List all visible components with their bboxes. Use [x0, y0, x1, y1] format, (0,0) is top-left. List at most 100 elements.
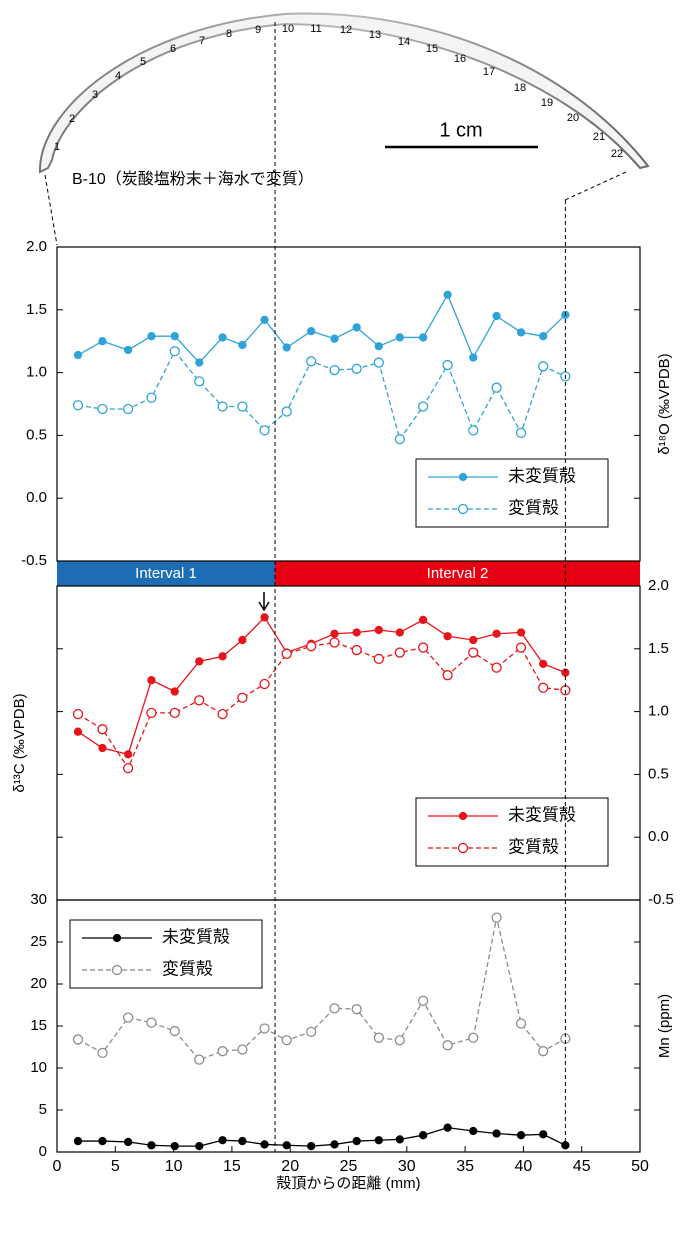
- data-point: [239, 1138, 246, 1145]
- data-point: [307, 1027, 316, 1036]
- data-point: [353, 324, 360, 331]
- data-point: [470, 354, 477, 361]
- data-point: [396, 1136, 403, 1143]
- series-line: [78, 643, 565, 769]
- shell-number: 17: [483, 66, 495, 78]
- data-point: [124, 405, 133, 414]
- data-point: [261, 614, 268, 621]
- data-point: [492, 383, 501, 392]
- data-point: [218, 402, 227, 411]
- y-tick-label: 0.0: [26, 489, 47, 506]
- data-point: [239, 637, 246, 644]
- data-point: [73, 710, 82, 719]
- y-axis-label: Mn (ppm): [656, 994, 673, 1058]
- shell-caption: B-10（炭酸塩粉末＋海水で変質）: [72, 170, 314, 188]
- data-point: [469, 426, 478, 435]
- y-tick-label: -0.5: [21, 552, 47, 569]
- data-point: [353, 629, 360, 636]
- x-axis-label: 殻頂からの距離 (mm): [276, 1174, 420, 1192]
- x-tick-label: 30: [398, 1158, 416, 1175]
- data-point: [148, 677, 155, 684]
- data-point: [219, 1137, 226, 1144]
- x-tick-label: 5: [111, 1158, 120, 1175]
- data-point: [419, 643, 428, 652]
- shell-number: 9: [255, 24, 261, 36]
- data-point: [331, 335, 338, 342]
- legend-marker: [114, 935, 121, 942]
- legend-marker: [460, 474, 467, 481]
- y-tick-label: -0.5: [648, 891, 674, 908]
- data-point: [517, 643, 526, 652]
- data-point: [239, 341, 246, 348]
- data-point: [352, 1005, 361, 1014]
- data-point: [99, 745, 106, 752]
- data-point: [352, 646, 361, 655]
- data-point: [99, 1138, 106, 1145]
- data-point: [98, 1048, 107, 1057]
- x-tick-label: 10: [165, 1158, 183, 1175]
- data-point: [218, 710, 227, 719]
- data-point: [539, 1047, 548, 1056]
- data-point: [493, 313, 500, 320]
- data-point: [395, 435, 404, 444]
- x-tick-label: 0: [53, 1158, 62, 1175]
- data-point: [261, 1141, 268, 1148]
- x-tick-label: 40: [515, 1158, 533, 1175]
- shell-number: 2: [69, 113, 75, 125]
- data-point: [125, 1138, 132, 1145]
- data-point: [98, 725, 107, 734]
- data-point: [518, 329, 525, 336]
- y-tick-label: 25: [30, 933, 47, 950]
- x-tick-label: 50: [631, 1158, 649, 1175]
- data-point: [470, 637, 477, 644]
- data-point: [282, 1036, 291, 1045]
- shell-number: 6: [170, 43, 176, 55]
- y-tick-label: 20: [30, 975, 47, 992]
- y-tick-label: 0.0: [648, 828, 669, 845]
- series-line: [78, 617, 565, 754]
- data-point: [282, 649, 291, 658]
- x-tick-label: 35: [456, 1158, 474, 1175]
- data-point: [540, 1131, 547, 1138]
- legend-label: 変質殻: [162, 959, 213, 978]
- data-point: [443, 671, 452, 680]
- data-point: [171, 688, 178, 695]
- data-point: [74, 352, 81, 359]
- data-point: [171, 1143, 178, 1150]
- data-point: [419, 402, 428, 411]
- data-point: [196, 1143, 203, 1150]
- y-tick-label: 1.5: [26, 301, 47, 318]
- data-point: [395, 648, 404, 657]
- data-point: [444, 1124, 451, 1131]
- data-point: [238, 693, 247, 702]
- shell-number: 16: [454, 53, 466, 65]
- data-point: [395, 1036, 404, 1045]
- data-point: [517, 1019, 526, 1028]
- data-point: [125, 346, 132, 353]
- shell-number: 7: [199, 35, 205, 47]
- x-tick-label: 20: [281, 1158, 299, 1175]
- data-point: [148, 1142, 155, 1149]
- data-point: [171, 333, 178, 340]
- legend-label: 変質殻: [508, 837, 559, 856]
- data-point: [375, 626, 382, 633]
- y-tick-label: 2.0: [26, 238, 47, 255]
- data-point: [219, 653, 226, 660]
- data-point: [353, 1138, 360, 1145]
- data-point: [282, 407, 291, 416]
- data-point: [125, 751, 132, 758]
- y-tick-label: 1.0: [648, 703, 669, 720]
- legend-marker: [459, 844, 468, 853]
- data-point: [195, 696, 204, 705]
- interval-label: Interval 1: [135, 565, 197, 582]
- data-point: [170, 347, 179, 356]
- data-point: [308, 328, 315, 335]
- shell-outline: [40, 14, 648, 172]
- data-point: [352, 364, 361, 373]
- figure: 1 cm B-10（炭酸塩粉末＋海水で変質） 12345678910111213…: [0, 0, 692, 1259]
- data-point: [308, 1143, 315, 1150]
- shell-number: 14: [398, 36, 410, 48]
- data-point: [147, 393, 156, 402]
- data-point: [443, 361, 452, 370]
- data-point: [396, 334, 403, 341]
